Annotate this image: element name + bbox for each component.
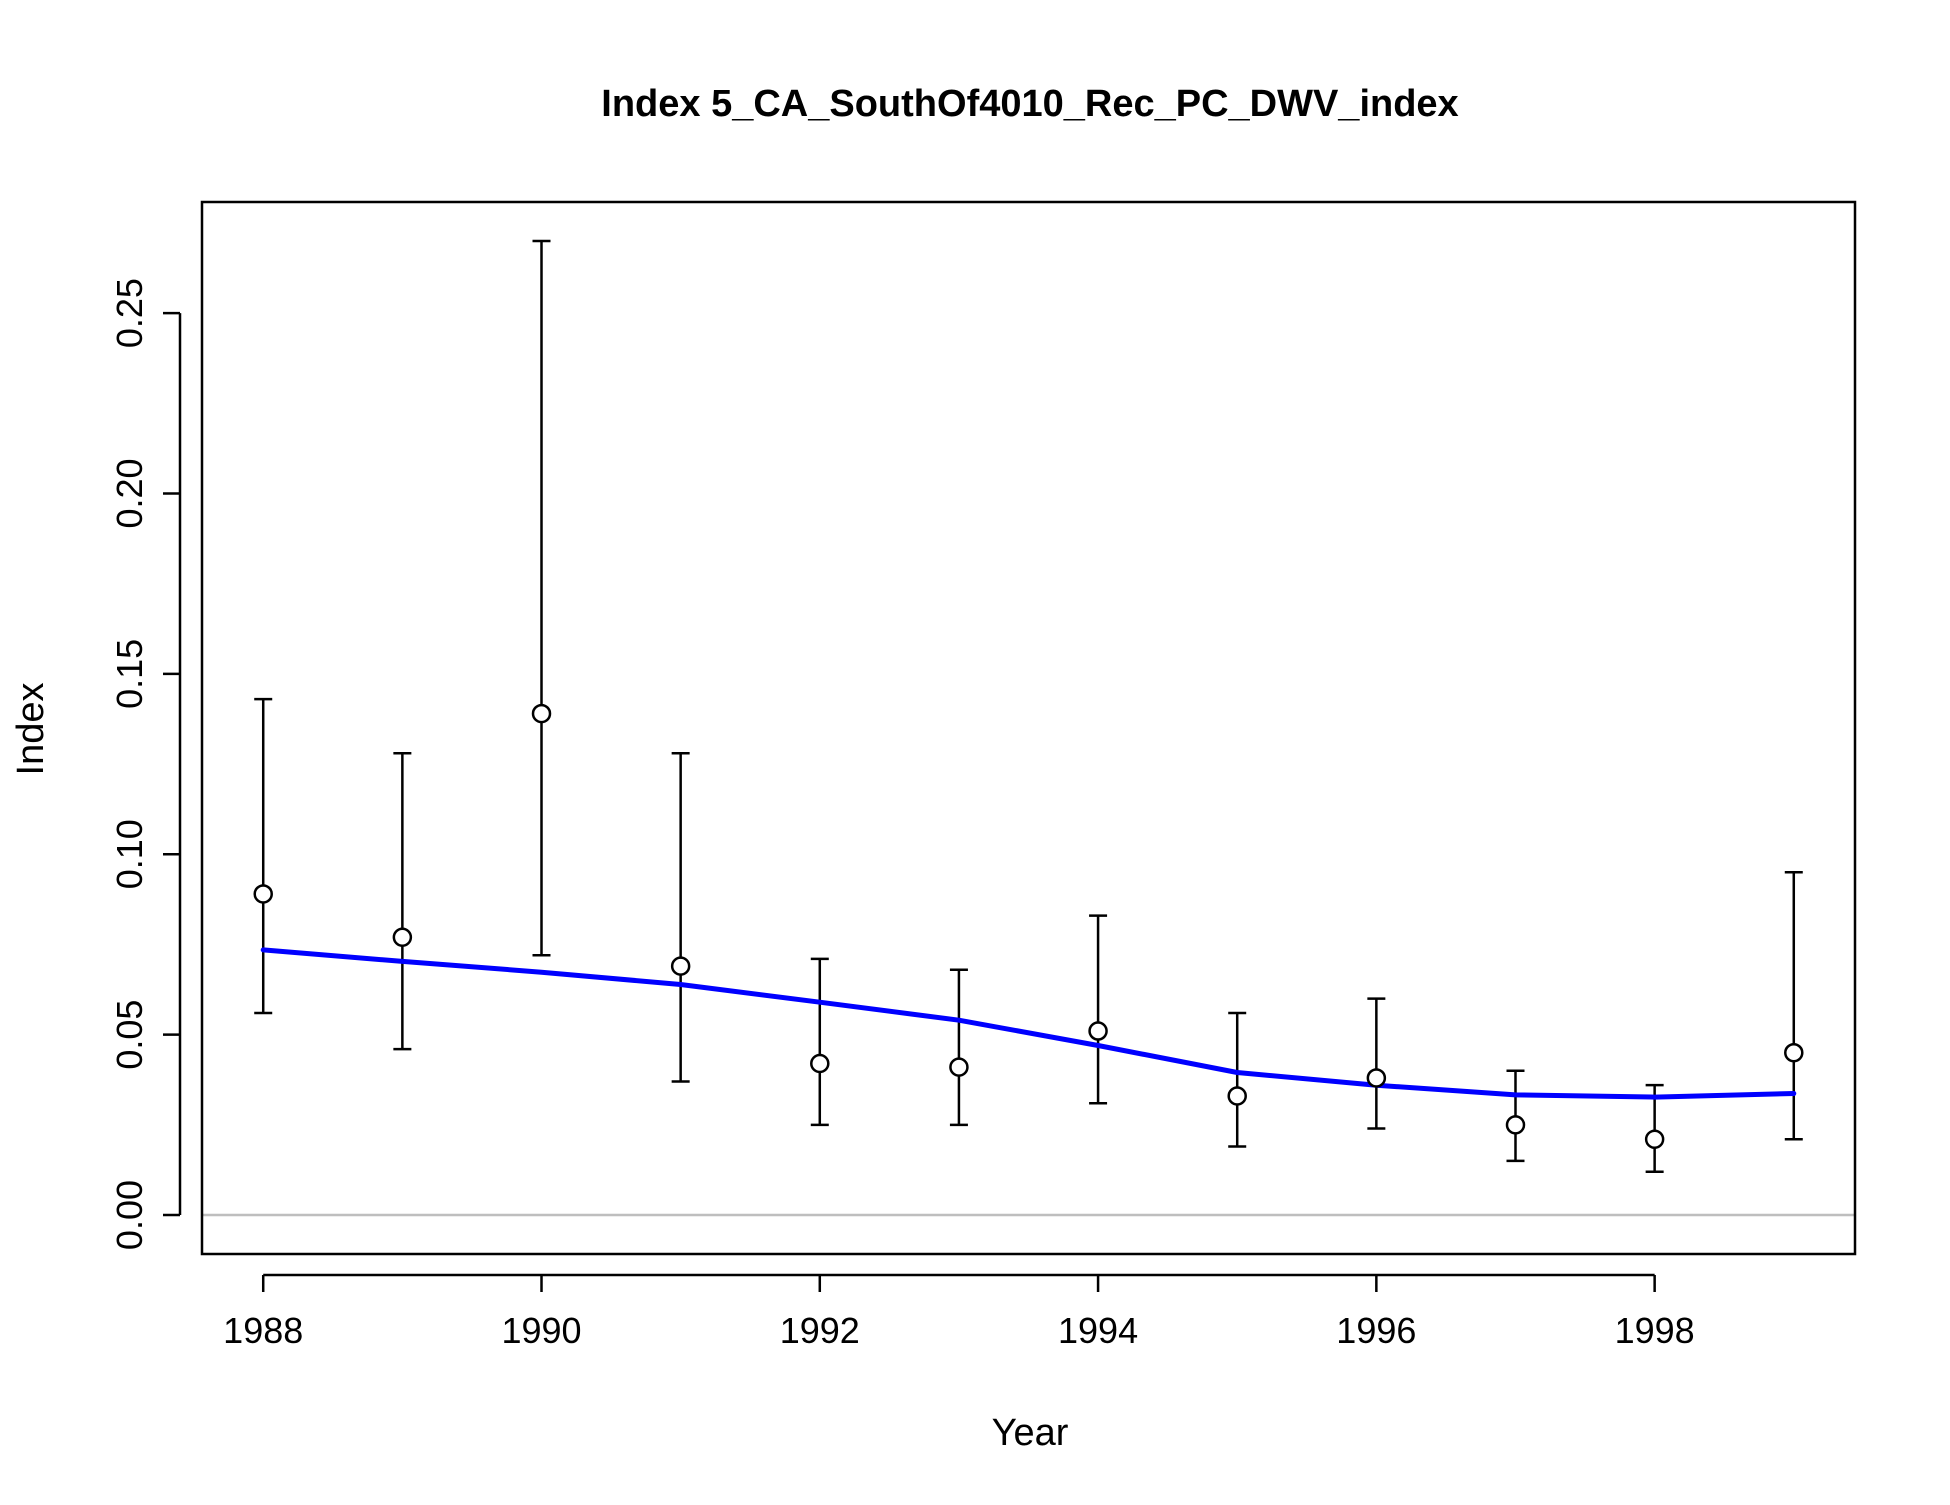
observed-point	[1505, 1115, 1526, 1135]
y-tick-label: 0.20	[109, 458, 150, 528]
fitted-index-line	[260, 947, 1797, 1100]
x-tick-label: 1996	[1336, 1310, 1416, 1351]
x-tick-label: 1994	[1058, 1310, 1138, 1351]
observed-point	[531, 703, 552, 724]
observed-point	[1088, 1021, 1108, 1041]
observed-point	[1644, 1129, 1665, 1150]
observed-point	[253, 884, 273, 904]
y-tick-label: 0.05	[109, 1000, 150, 1070]
observed-point	[949, 1057, 969, 1077]
x-tick-label: 1998	[1615, 1310, 1695, 1351]
x-tick-label: 1988	[223, 1310, 303, 1351]
observed-point	[670, 956, 691, 976]
observed-point	[392, 927, 413, 947]
observed-point	[1366, 1068, 1387, 1088]
chart-title: Index 5_CA_SouthOf4010_Rec_PC_DWV_index	[601, 83, 1458, 125]
y-tick-label: 0.25	[109, 278, 150, 348]
x-axis-label: Year	[992, 1412, 1069, 1454]
observed-point	[1784, 1042, 1804, 1063]
observed-point	[1227, 1086, 1247, 1106]
x-tick-label: 1990	[501, 1310, 581, 1351]
x-tick-label: 1992	[780, 1310, 860, 1351]
y-tick-label: 0.10	[109, 819, 150, 889]
observed-point	[810, 1053, 830, 1074]
y-axis-label: Index	[10, 683, 52, 776]
y-tick-label: 0.15	[109, 639, 150, 709]
y-tick-label: 0.00	[109, 1180, 150, 1250]
plot-frame	[200, 200, 1857, 1256]
plot-area: 1988 1990 1992 1994 1996 1998 0.00 0.05 0.10 0.15…	[109, 200, 1857, 1351]
